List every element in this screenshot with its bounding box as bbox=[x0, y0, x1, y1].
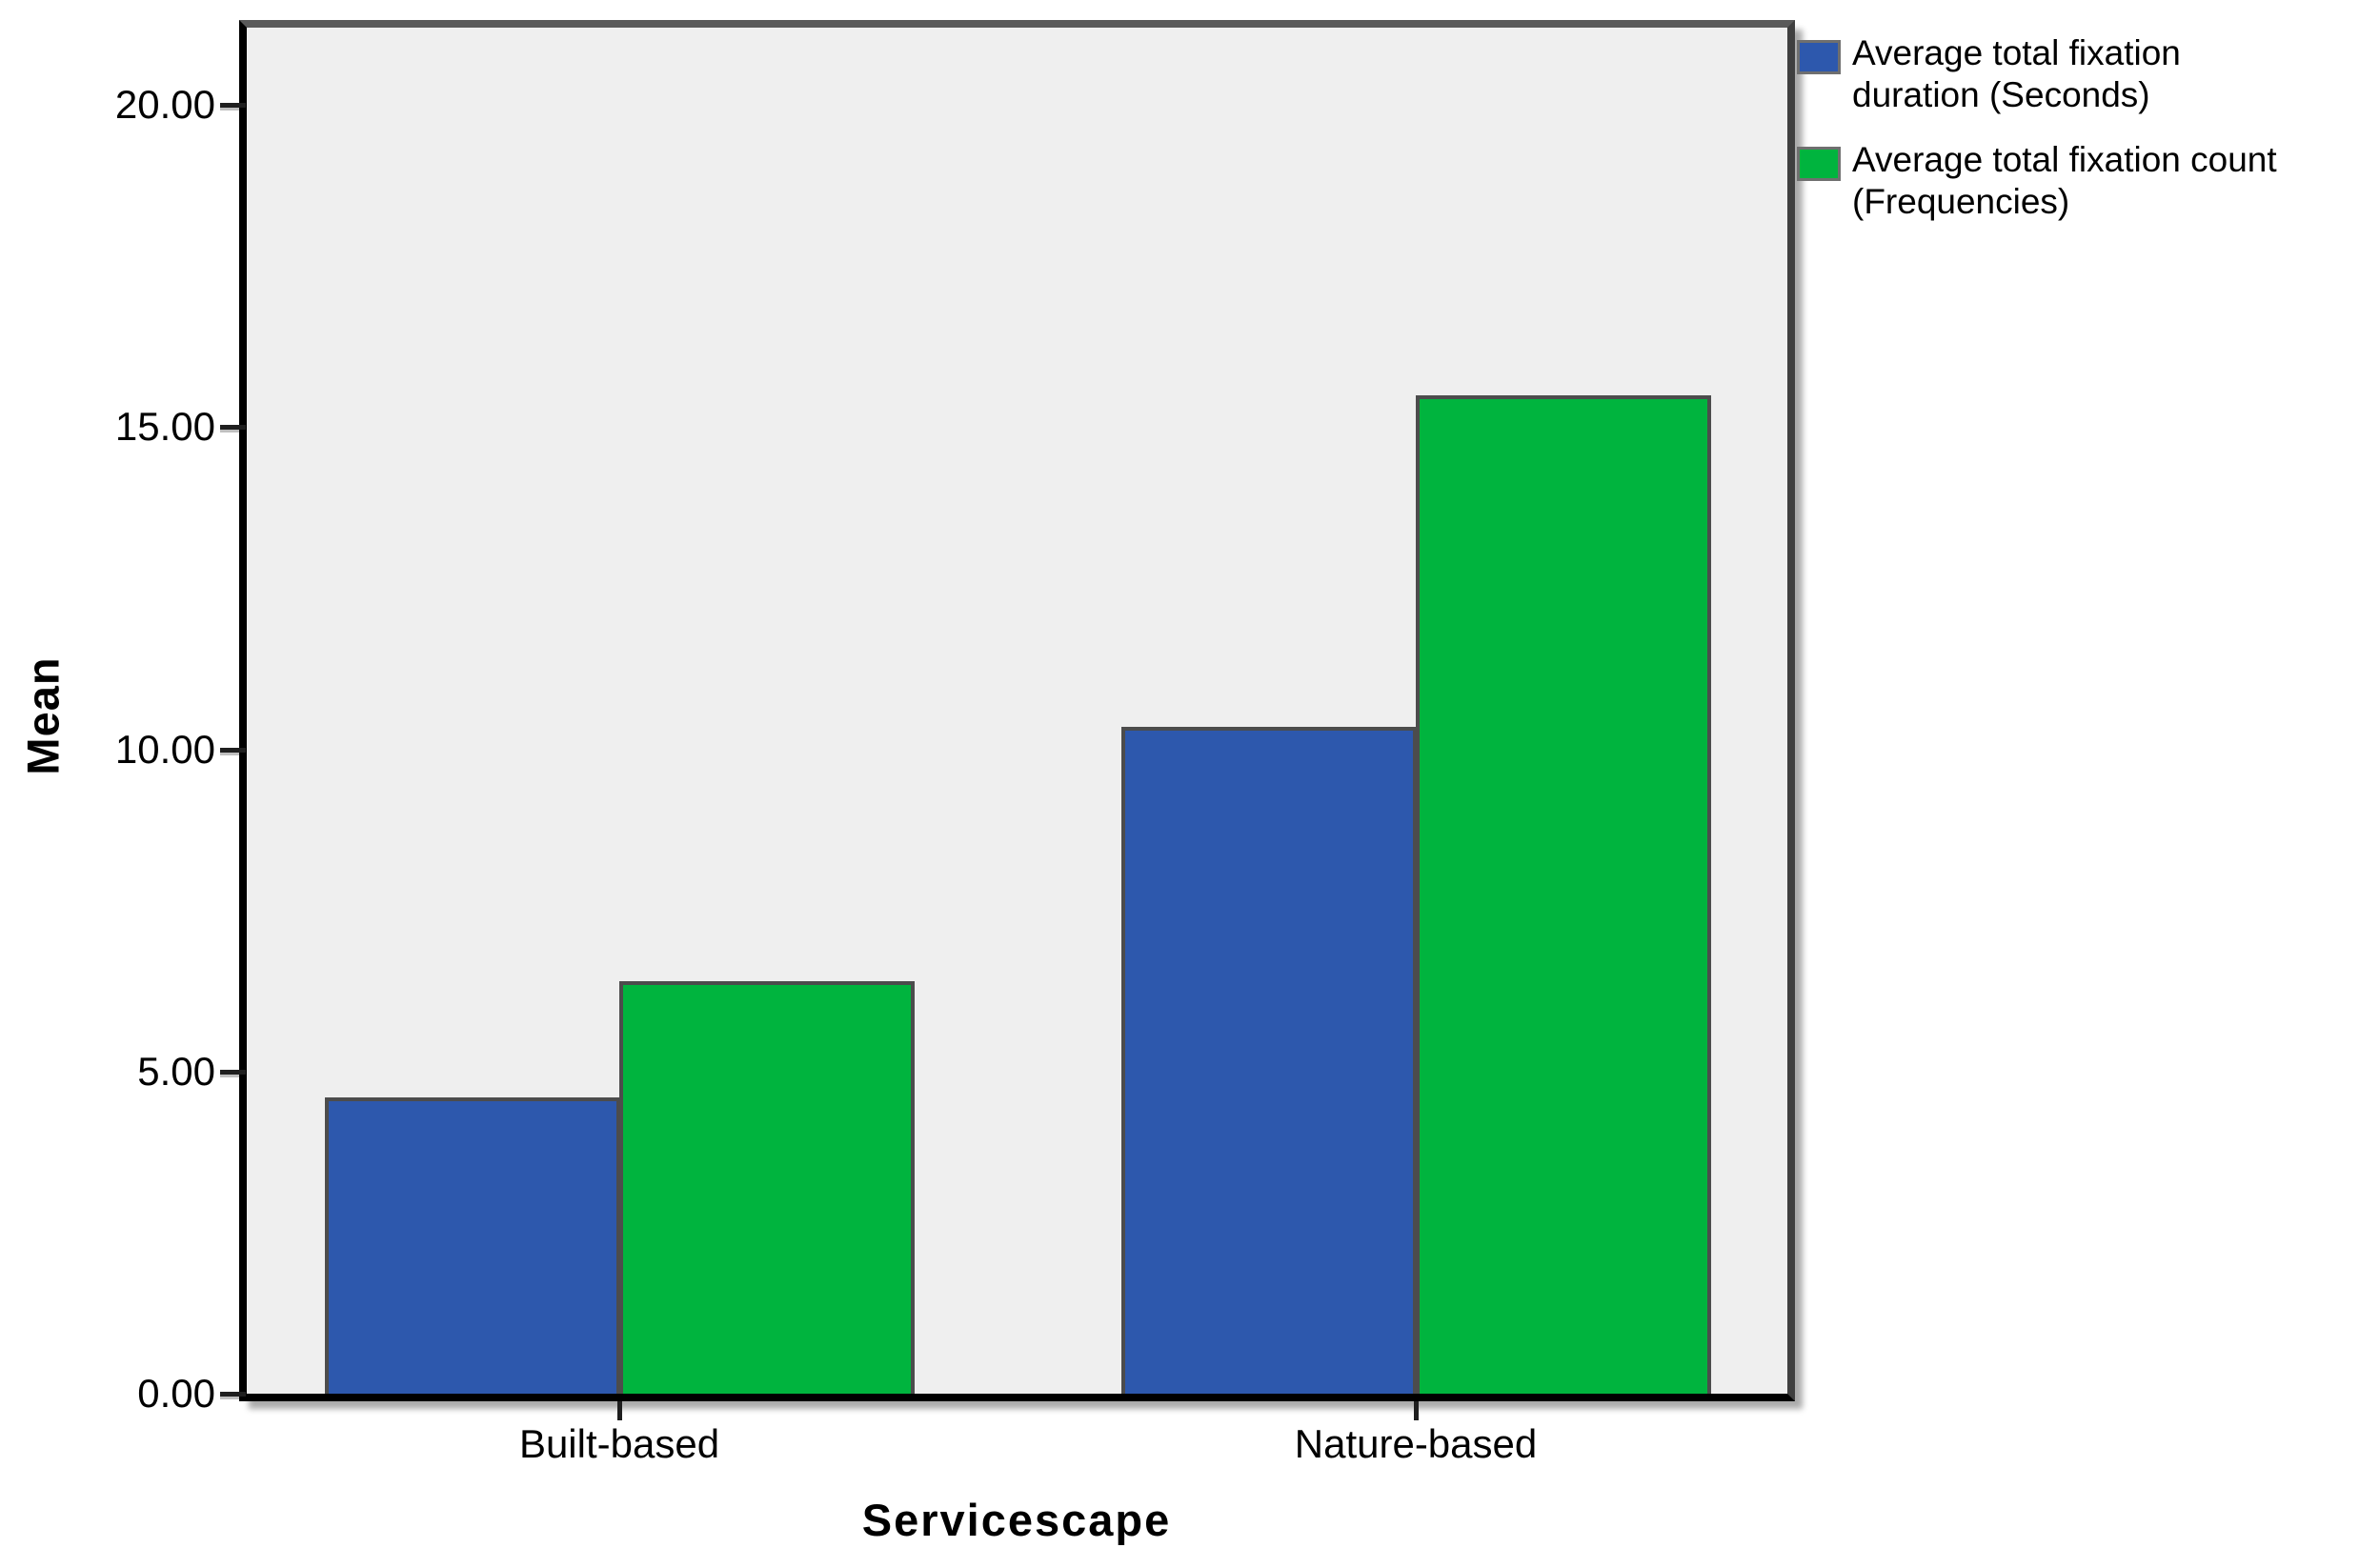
y-axis-title: Mean bbox=[17, 656, 69, 775]
y-tick-mark bbox=[220, 425, 246, 430]
y-tick-mark bbox=[220, 748, 246, 753]
y-tick-label: 20.00 bbox=[114, 82, 215, 127]
y-tick-label: 0.00 bbox=[137, 1371, 215, 1416]
x-category-label-built-based: Built-based bbox=[518, 1421, 720, 1466]
legend-item: Average total fixation duration (Seconds… bbox=[1797, 32, 2277, 116]
bar-nature-based-series1 bbox=[1121, 727, 1417, 1394]
legend: Average total fixation duration (Seconds… bbox=[1797, 32, 2277, 223]
y-tick-mark bbox=[220, 103, 246, 108]
y-tick-mark bbox=[220, 1070, 246, 1075]
x-tick-mark bbox=[617, 1401, 622, 1420]
y-tick-mark bbox=[220, 1392, 246, 1397]
x-tick-mark bbox=[1414, 1401, 1419, 1420]
x-category-label-nature-based: Nature-based bbox=[1294, 1421, 1538, 1466]
y-tick-label: 15.00 bbox=[114, 404, 215, 449]
bar-built-based-series1 bbox=[325, 1097, 620, 1394]
legend-swatch-icon bbox=[1797, 40, 1841, 74]
legend-label: Average total fixation count (Frequencie… bbox=[1852, 140, 2277, 221]
legend-label: Average total fixation duration (Seconds… bbox=[1852, 33, 2181, 114]
legend-item: Average total fixation count (Frequencie… bbox=[1797, 139, 2277, 223]
legend-swatch-icon bbox=[1797, 147, 1841, 181]
y-tick-label: 5.00 bbox=[137, 1049, 215, 1094]
plot-area bbox=[239, 20, 1795, 1401]
bar-built-based-series2 bbox=[619, 981, 915, 1394]
x-axis-title: Servicescape bbox=[861, 1495, 1172, 1545]
y-tick-label: 10.00 bbox=[114, 727, 215, 772]
bar-nature-based-series2 bbox=[1416, 395, 1711, 1394]
